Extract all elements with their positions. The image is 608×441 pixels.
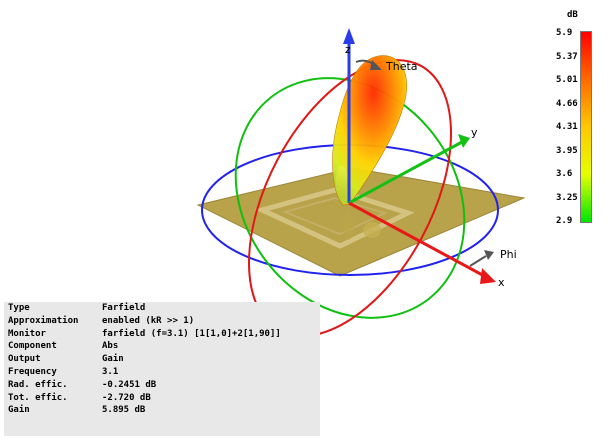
phi-arrow: [469, 255, 487, 267]
phi-arrowhead: [484, 250, 494, 260]
x-axis: [348, 201, 489, 280]
info-value: Farfield: [102, 303, 146, 313]
info-row: Gain 5.895 dB: [4, 404, 281, 417]
farfield-info-panel: Type Farfield Approximation enabled (kR >> …: [4, 302, 320, 436]
x-axis-arrowhead: [480, 268, 496, 284]
scale-tick-label: 2.9: [556, 216, 573, 226]
info-value: 5.895 dB: [102, 405, 146, 416]
scale-tick-label: 5.37: [556, 51, 578, 62]
theta-label: Theta: [385, 60, 418, 73]
scale-tick-label: 3.6: [556, 169, 573, 179]
scale-tick-label: 5.9: [556, 28, 573, 38]
phi-label: Phi: [500, 248, 517, 261]
info-row: Frequency 3.1: [4, 366, 281, 379]
info-value: Gain: [102, 354, 124, 365]
patch-inner: [281, 196, 388, 236]
y-axis-arrowhead: [458, 134, 470, 148]
x-axis-label: x: [498, 276, 505, 289]
info-value: Abs: [102, 341, 119, 352]
info-value: farfield (f=3.1) [1[1,0]+2[1,90]]: [102, 328, 281, 339]
info-key: Tot. effic.: [8, 392, 68, 403]
info-row: Tot. effic. -2.720 dB: [4, 392, 281, 405]
z-axis-label: z: [345, 43, 351, 56]
info-key: Approximation: [8, 315, 79, 326]
info-row: Output Gain: [4, 353, 281, 366]
side-lobe: [336, 166, 348, 198]
info-key: Output: [8, 354, 41, 365]
info-row: Type Farfield: [4, 302, 281, 315]
y-axis: [348, 140, 463, 205]
info-key: Type: [8, 303, 30, 313]
info-key: Frequency: [8, 366, 57, 377]
info-value: enabled (kR >> 1): [102, 315, 195, 326]
info-key: Rad. effic.: [8, 379, 68, 390]
y-axis-label: y: [471, 126, 478, 139]
info-row: Monitor farfield (f=3.1) [1[1,0]+2[1,90]]: [4, 328, 281, 341]
theta-arrowhead: [370, 60, 382, 70]
info-value: -2.720 dB: [102, 392, 151, 403]
scale-tick-label: 3.95: [556, 145, 578, 156]
info-key: Monitor: [8, 328, 46, 339]
scale-tick-label: 3.25: [556, 192, 578, 203]
scale-tick-label: 5.01: [556, 75, 578, 85]
scale-tick-label: 4.31: [556, 122, 578, 132]
info-key: Gain: [8, 405, 30, 416]
patch-outline: [254, 187, 415, 249]
info-row: Rad. effic. -0.2451 dB: [4, 379, 281, 392]
info-value: -0.2451 dB: [102, 379, 157, 390]
back-lobe-2: [342, 212, 354, 240]
z-axis-arrowhead: [343, 28, 355, 44]
scale-tick-label: 4.66: [556, 98, 578, 109]
info-key: Component: [8, 341, 57, 352]
ground-plane: [196, 167, 526, 277]
theta-circle-green: [234, 77, 466, 319]
color-scale-bar: [580, 31, 592, 223]
scale-unit-label: dB: [567, 10, 578, 20]
main-lobe: [332, 55, 408, 206]
info-row: Approximation enabled (kR >> 1): [4, 315, 281, 328]
back-lobe: [363, 222, 381, 238]
info-row: Component Abs: [4, 340, 281, 353]
info-value: 3.1: [102, 366, 119, 377]
